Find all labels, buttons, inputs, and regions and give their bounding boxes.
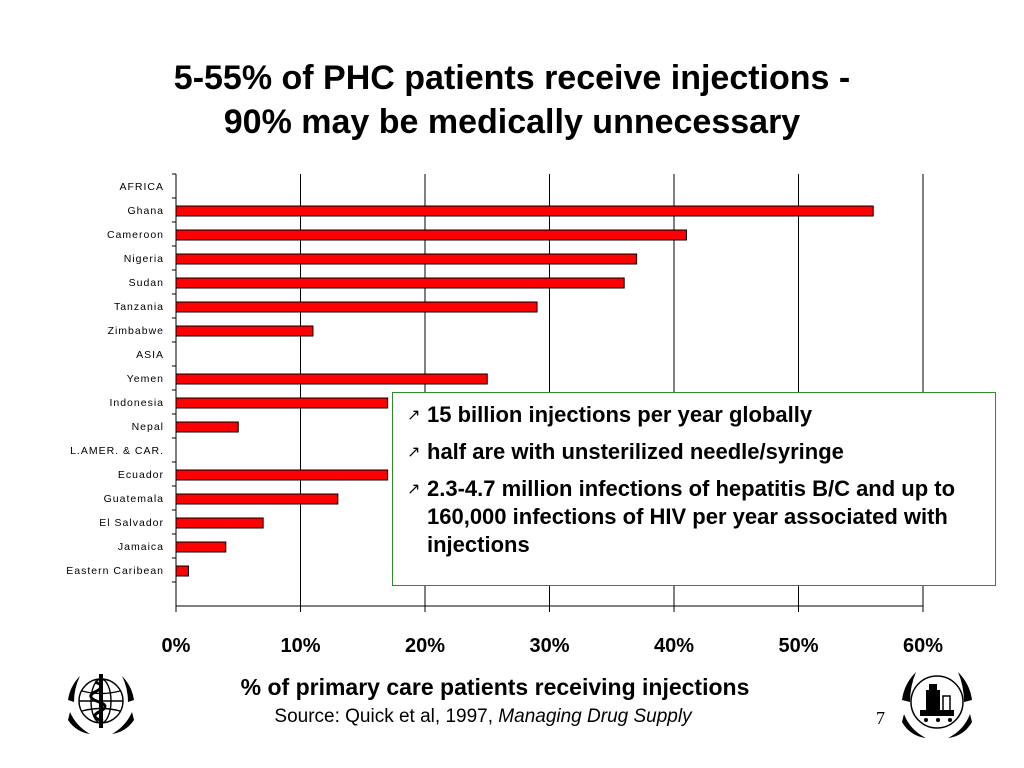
page-number: 7 bbox=[876, 708, 885, 728]
callout-list: ↗ 15 billion injections per year globally… bbox=[407, 401, 983, 559]
bar bbox=[175, 397, 389, 409]
title-line-1: 5-55% of PHC patients receive injections… bbox=[173, 59, 851, 97]
callout-item: ↗ 15 billion injections per year globally bbox=[407, 401, 983, 429]
category-label: Nigeria bbox=[124, 253, 164, 265]
x-axis-title: % of primary care patients receiving inj… bbox=[240, 674, 750, 700]
category-label: Jamaica bbox=[118, 541, 164, 553]
bar bbox=[175, 469, 389, 481]
bar bbox=[175, 493, 339, 505]
bar bbox=[175, 325, 314, 337]
x-tick-label: 10% bbox=[280, 635, 320, 657]
category-label: Nepal bbox=[132, 421, 164, 433]
category-label: ASIA bbox=[136, 349, 164, 361]
category-label: AFRICA bbox=[119, 181, 164, 193]
bar bbox=[175, 253, 638, 265]
category-label: Cameroon bbox=[107, 229, 164, 241]
title-line-2: 90% may be medically unnecessary bbox=[223, 103, 801, 141]
bar bbox=[175, 301, 538, 313]
bar bbox=[175, 277, 625, 289]
x-tick-label: 0% bbox=[162, 635, 191, 657]
source-title: Managing Drug Supply bbox=[498, 706, 692, 727]
who-emblem-icon bbox=[68, 674, 134, 734]
bar bbox=[175, 205, 874, 217]
category-label: Eastern Caribean bbox=[66, 565, 164, 577]
callout-item-text: 15 billion injections per year globally bbox=[427, 402, 813, 427]
slide-title: 5-55% of PHC patients receive injections… bbox=[0, 56, 1024, 144]
category-label: Guatemala bbox=[104, 493, 164, 505]
arrow-northeast-icon: ↗ bbox=[407, 481, 421, 498]
category-label: L.AMER. & CAR. bbox=[70, 445, 164, 457]
category-label: Ghana bbox=[127, 205, 164, 217]
callout-item: ↗ 2.3-4.7 million infections of hepatitis… bbox=[407, 475, 983, 559]
bar bbox=[175, 565, 189, 577]
arrow-northeast-icon: ↗ bbox=[407, 407, 421, 424]
bar bbox=[175, 229, 687, 241]
category-label: Indonesia bbox=[109, 397, 164, 409]
callout-item: ↗ half are with unsterilized needle/syrin… bbox=[407, 438, 983, 466]
bar bbox=[175, 541, 227, 553]
category-label: Tanzania bbox=[114, 301, 164, 313]
bar bbox=[175, 421, 239, 433]
x-tick-label: 30% bbox=[529, 635, 569, 657]
callout-item-text: half are with unsterilized needle/syring… bbox=[427, 439, 844, 464]
x-tick-label: 60% bbox=[903, 635, 943, 657]
bar bbox=[175, 373, 488, 385]
category-label: Yemen bbox=[127, 373, 164, 385]
bar bbox=[175, 517, 264, 529]
category-label: Sudan bbox=[129, 277, 164, 289]
category-label: Zimbabwe bbox=[108, 325, 164, 337]
x-tick-label: 40% bbox=[654, 635, 694, 657]
category-label: Ecuador bbox=[118, 469, 164, 481]
x-tick-label: 50% bbox=[778, 635, 818, 657]
source-citation: Source: Quick et al, 1997, Managing Drug… bbox=[0, 706, 966, 728]
drug-supply-emblem-icon bbox=[902, 672, 972, 738]
arrow-northeast-icon: ↗ bbox=[407, 444, 421, 461]
source-prefix: Source: Quick et al, 1997, bbox=[274, 706, 499, 727]
callout-box: ↗ 15 billion injections per year globally… bbox=[392, 392, 996, 586]
x-tick-label: 20% bbox=[405, 635, 445, 657]
callout-item-text: 2.3-4.7 million infections of hepatitis … bbox=[427, 476, 956, 557]
category-label: El Salvador bbox=[99, 517, 164, 529]
